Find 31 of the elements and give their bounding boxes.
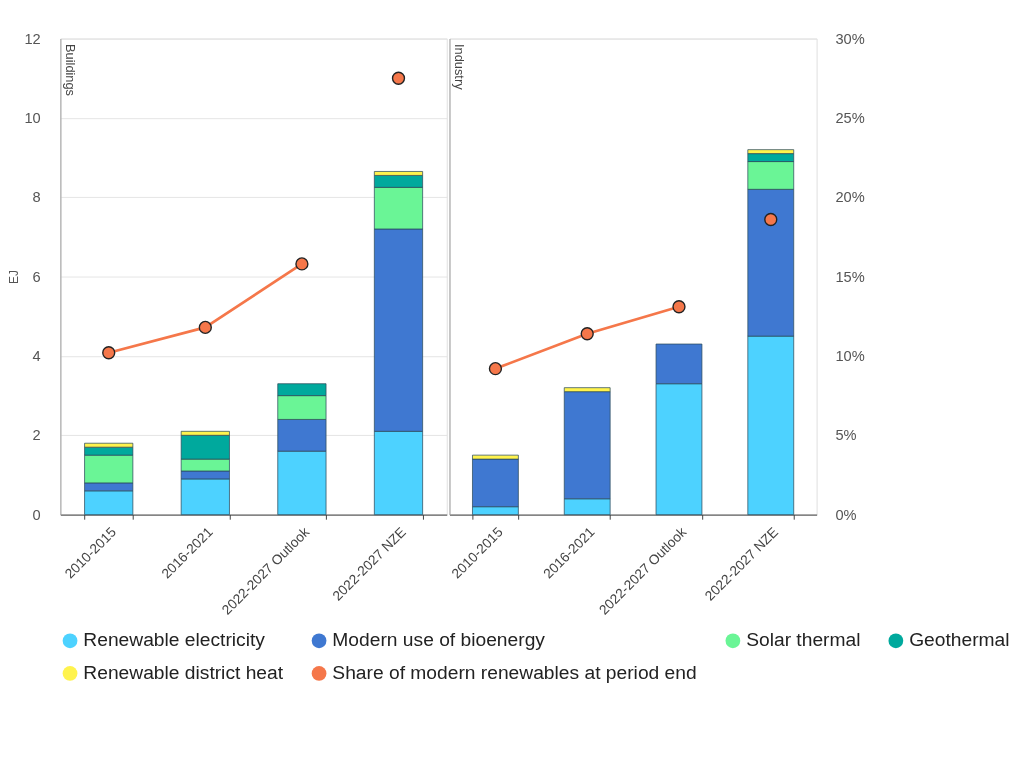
legend-label: Share of modern renewables at period end	[332, 661, 697, 683]
point	[391, 71, 406, 85]
y-tick-label: 8	[32, 189, 41, 206]
y-tick-label: 6	[32, 268, 41, 285]
point	[295, 257, 309, 271]
legend-label: Renewable electricity	[83, 629, 266, 651]
point	[672, 300, 686, 314]
legend-label: Solar thermal	[746, 629, 861, 651]
text: Buildings	[62, 44, 78, 96]
point	[488, 362, 503, 376]
y-tick-label: 10	[24, 109, 41, 126]
y2-tick-label: 5%	[835, 427, 857, 444]
y2-tick-label: 20%	[835, 189, 865, 206]
text: Industry	[452, 44, 468, 91]
point	[198, 320, 212, 335]
point	[580, 327, 594, 341]
y-axis-title: EJ	[7, 270, 22, 284]
y2-tick-label: 30%	[835, 30, 865, 47]
point	[102, 346, 116, 360]
y2-tick-label: 25%	[835, 109, 865, 126]
y2-tick-label: 10%	[835, 347, 865, 364]
legend-label: Renewable district heat	[83, 661, 284, 683]
y-tick-label: 12	[24, 30, 41, 47]
y2-tick-label: 15%	[835, 268, 865, 285]
y-tick-label: 2	[32, 427, 41, 444]
legend-label: Modern use of bioenergy	[332, 629, 546, 651]
point	[764, 212, 778, 227]
y-tick-label: 0	[32, 506, 41, 523]
y2-tick-label: 0%	[835, 506, 857, 523]
y-tick-label: 4	[32, 347, 41, 364]
legend-label: Geothermal	[909, 629, 1010, 651]
